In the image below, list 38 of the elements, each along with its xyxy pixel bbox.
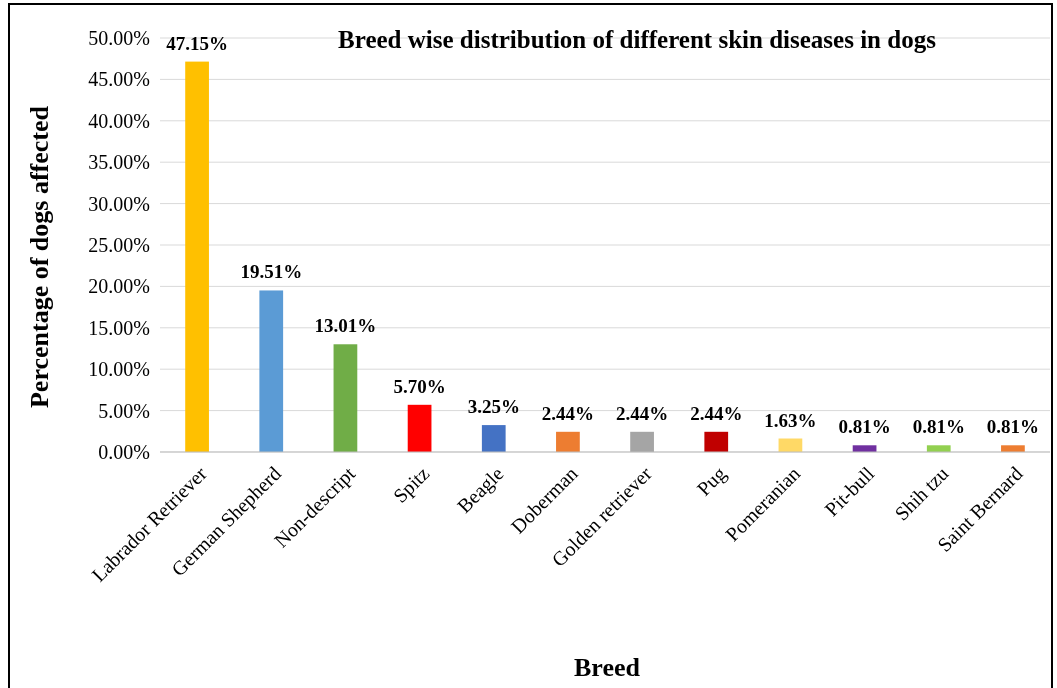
data-label: 0.81%	[986, 416, 1040, 438]
y-tick-label: 50.00%	[88, 27, 150, 49]
y-tick-label: 5.00%	[98, 399, 150, 422]
data-label: 13.01%	[314, 315, 377, 337]
bar	[556, 431, 580, 452]
data-label: 0.81%	[838, 416, 891, 438]
data-label: 0.81%	[912, 416, 965, 438]
y-tick-label: 0.00%	[98, 441, 150, 463]
data-label: 1.63%	[764, 409, 817, 431]
data-label: 2.44%	[690, 402, 743, 424]
bar	[704, 431, 729, 452]
data-label: 5.70%	[393, 375, 446, 397]
data-label: 2.44%	[541, 402, 595, 424]
bar	[407, 404, 432, 452]
y-tick-label: 35.00%	[88, 151, 150, 174]
x-tick-label: Shih tzu	[890, 462, 953, 525]
y-tick-label: 40.00%	[88, 109, 150, 132]
bar	[185, 61, 209, 452]
bar	[259, 290, 284, 452]
chart-title: Breed wise distribution of different skin diseases in dogs	[338, 26, 937, 53]
y-tick-label: 45.00%	[88, 68, 150, 91]
bar	[481, 425, 506, 452]
y-tick-label: 15.00%	[88, 316, 150, 339]
bar	[630, 431, 654, 452]
y-tick-label: 20.00%	[88, 275, 150, 298]
bar	[1001, 445, 1025, 452]
bar	[333, 344, 358, 452]
x-axis-title: Breed	[574, 653, 641, 682]
y-axis-title: Percentage of dogs affected	[25, 105, 54, 409]
x-tick-label: Spitz	[388, 462, 435, 508]
y-tick-label: 10.00%	[88, 358, 150, 381]
data-label: 47.15%	[166, 32, 228, 54]
data-label: 3.25%	[467, 396, 520, 418]
data-label: 19.51%	[240, 261, 303, 283]
y-tick-label: 30.00%	[88, 192, 150, 215]
data-label: 2.44%	[615, 402, 669, 424]
y-tick-label: 25.00%	[88, 234, 150, 256]
bar	[926, 445, 951, 452]
